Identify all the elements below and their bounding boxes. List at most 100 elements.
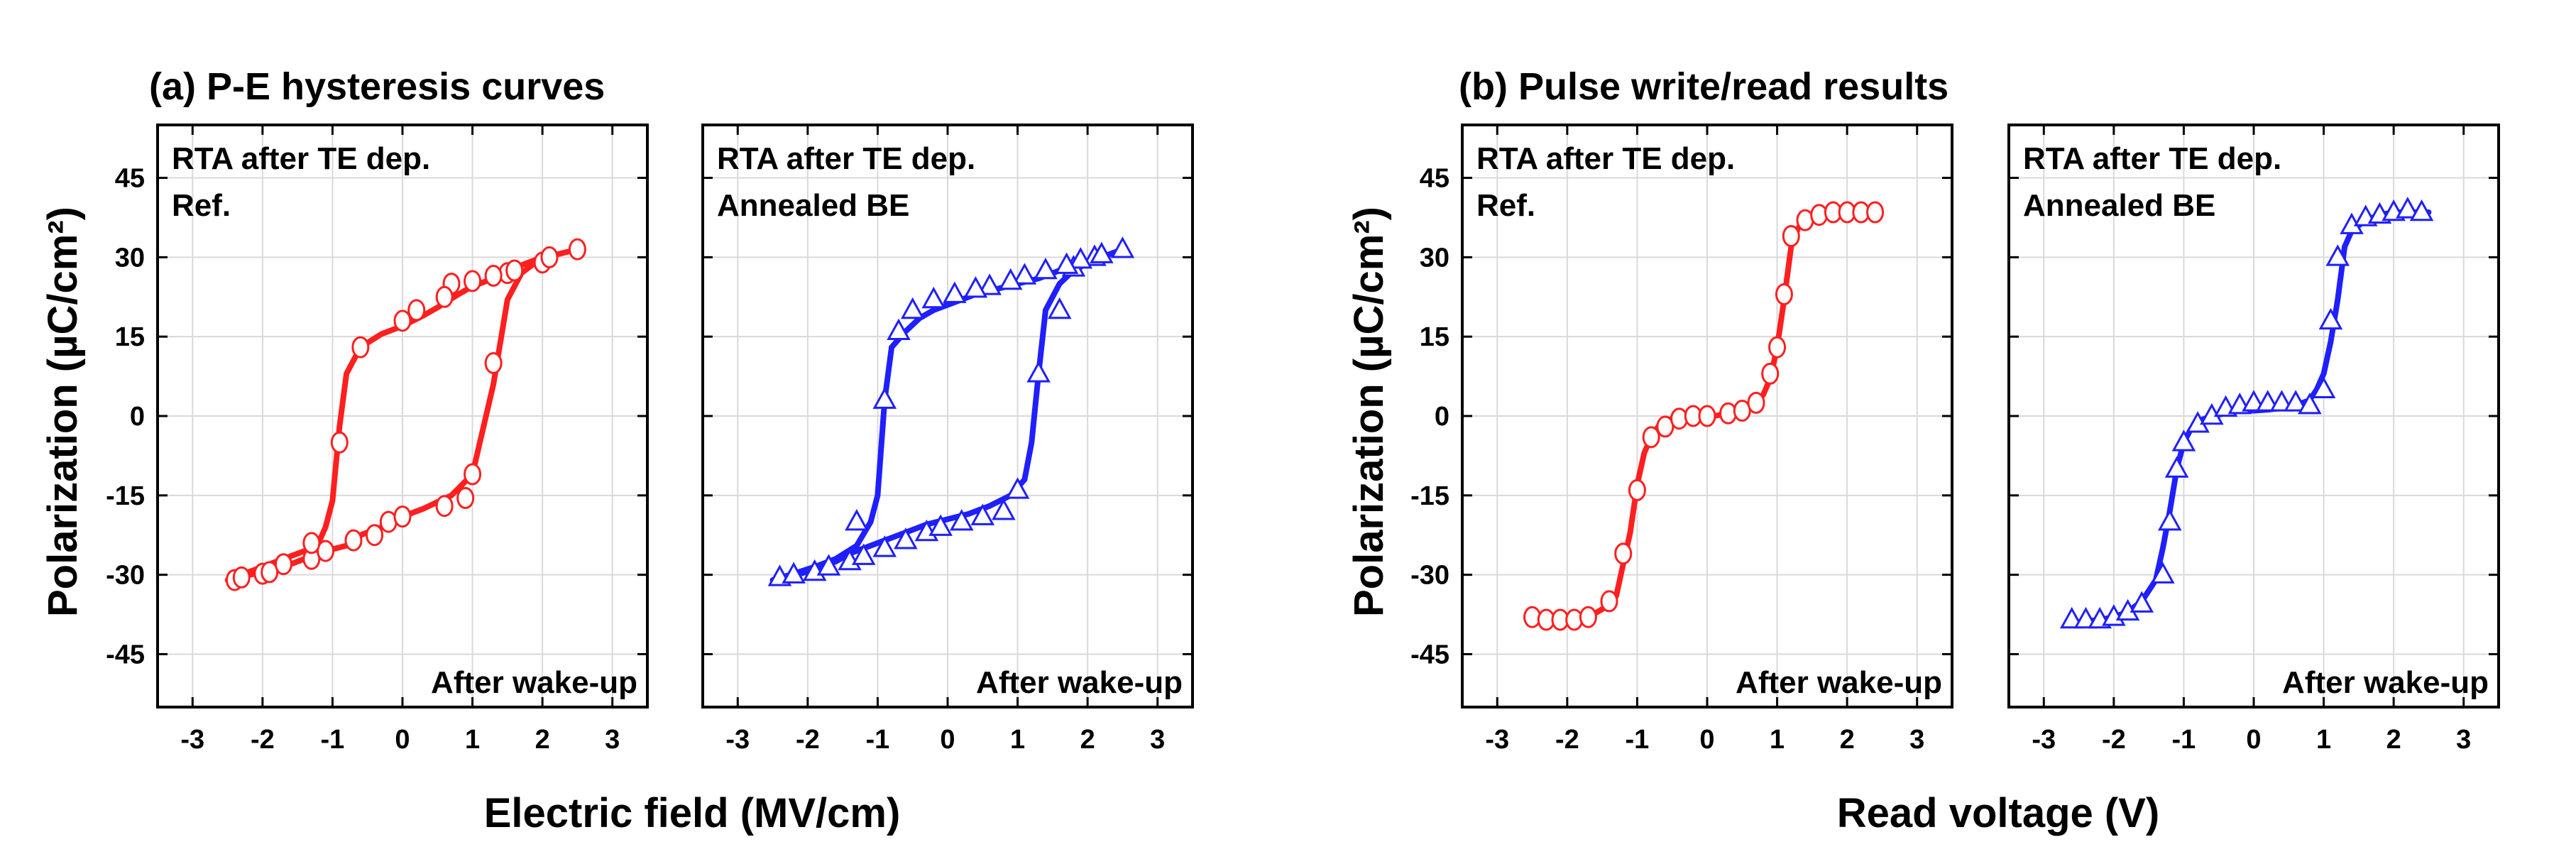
plot-panel-a-annealed: -3 -2 -1 0 1 2 3 RTA after TE dep. Annealed BE Af…	[701, 124, 1194, 755]
after-wake-up-label: After wake-up	[2282, 665, 2489, 700]
data-point	[1866, 201, 1885, 224]
x-tick-label: 3	[2456, 725, 2471, 755]
data-point	[845, 508, 869, 531]
x-tick-label: -3	[180, 725, 204, 755]
legend-label: Ref.	[1476, 188, 1535, 223]
data-point	[949, 508, 974, 531]
data-point	[928, 514, 953, 536]
x-tick-label: 3	[1150, 725, 1165, 755]
data-point	[782, 562, 806, 584]
data-point	[970, 503, 995, 525]
data-point	[2171, 430, 2196, 452]
y-tick-label: 30	[115, 243, 145, 273]
data-point	[484, 351, 503, 374]
y-axis-label-a: Polarization (µC/cm²)	[40, 207, 86, 617]
data-point	[435, 285, 454, 308]
panel-a-title: (a) P-E hysteresis curves	[149, 65, 605, 108]
x-tick-label: -2	[1555, 725, 1579, 755]
x-tick-label: -1	[321, 725, 345, 755]
data-point	[2242, 390, 2266, 412]
data-point	[344, 529, 363, 552]
data-point	[2130, 591, 2154, 613]
y-tick-label: 15	[115, 322, 145, 352]
data-point	[464, 463, 482, 486]
data-point	[2157, 508, 2182, 531]
y-tick-label: 15	[1420, 322, 1449, 352]
data-point	[2409, 199, 2434, 221]
data-point	[1047, 297, 1072, 319]
y-axis-label-b: Polarization (µC/cm²)	[1346, 207, 1392, 617]
series-line	[2068, 209, 2432, 625]
x-tick-label: 0	[2246, 725, 2261, 755]
data-point	[992, 498, 1016, 520]
data-point	[1110, 236, 1135, 258]
x-tick-label: 2	[2386, 725, 2401, 755]
plot-panel-a-ref: -3 -2 -1 0 1 2 3 -45 -30 -15 0 15 30 45 RTA after TE d…	[106, 124, 649, 755]
data-point	[274, 553, 292, 576]
data-point	[407, 299, 426, 322]
x-tick-label: -3	[1485, 725, 1509, 755]
plot-condition-label: RTA after TE dep.	[172, 141, 430, 176]
plot-panel-b-annealed: -3 -2 -1 0 1 2 3 RTA after TE dep. Annealed BE Af…	[2007, 124, 2500, 755]
data-point	[261, 561, 279, 584]
data-point	[1034, 257, 1058, 280]
data-point	[872, 387, 897, 409]
data-point	[484, 264, 503, 287]
data-point	[505, 259, 524, 282]
x-tick-label: 3	[605, 725, 620, 755]
data-point	[1005, 477, 1030, 499]
x-tick-label: -2	[251, 725, 275, 755]
x-axis-label-b: Read voltage (V)	[1837, 790, 2159, 836]
data-point	[1768, 336, 1787, 359]
data-point	[1747, 391, 1765, 414]
data-point	[456, 487, 475, 510]
data-point	[998, 268, 1023, 290]
x-tick-label: 1	[465, 725, 480, 755]
data-point	[366, 524, 384, 547]
data-point	[1600, 590, 1618, 613]
data-point	[1656, 415, 1675, 438]
data-point	[1026, 361, 1051, 383]
data-point	[894, 527, 918, 549]
data-point	[302, 532, 321, 554]
data-point	[872, 535, 897, 557]
x-tick-label: -3	[2032, 725, 2056, 755]
data-point	[900, 297, 925, 319]
data-point	[2284, 390, 2308, 412]
data-point	[1642, 426, 1660, 449]
data-point	[2298, 392, 2322, 415]
data-point	[2073, 606, 2098, 629]
after-wake-up-label: After wake-up	[976, 665, 1183, 700]
data-point	[568, 238, 586, 261]
plot-frame	[156, 124, 649, 708]
data-point	[351, 336, 370, 359]
data-point	[1698, 405, 1716, 427]
data-point	[1579, 606, 1597, 628]
data-point	[851, 543, 876, 565]
data-point	[1628, 478, 1646, 501]
y-tick-label: 30	[1420, 243, 1449, 273]
plot-frame	[2007, 124, 2500, 708]
data-point	[887, 318, 911, 341]
plot-frame	[701, 124, 1194, 708]
plot-condition-label: RTA after TE dep.	[717, 141, 975, 176]
x-axis-label-a: Electric field (MV/cm)	[484, 790, 901, 836]
x-tick-label: -1	[866, 725, 890, 755]
plot-frame	[1461, 124, 1953, 708]
x-tick-label: 1	[1010, 725, 1025, 755]
data-point	[1761, 362, 1780, 385]
data-point	[816, 554, 841, 576]
data-point	[963, 275, 988, 298]
y-tick-label: -30	[106, 561, 145, 591]
x-tick-label: -1	[2172, 725, 2196, 755]
data-point	[393, 310, 412, 332]
y-tick-label: -15	[106, 481, 145, 511]
x-tick-label: 0	[1699, 725, 1714, 755]
data-point	[1614, 542, 1633, 565]
data-point	[1068, 246, 1093, 269]
data-point	[943, 281, 967, 303]
data-point	[1775, 283, 1793, 306]
y-tick-label: -45	[1410, 640, 1449, 669]
x-tick-label: 2	[1080, 725, 1095, 755]
data-point	[977, 273, 1002, 295]
